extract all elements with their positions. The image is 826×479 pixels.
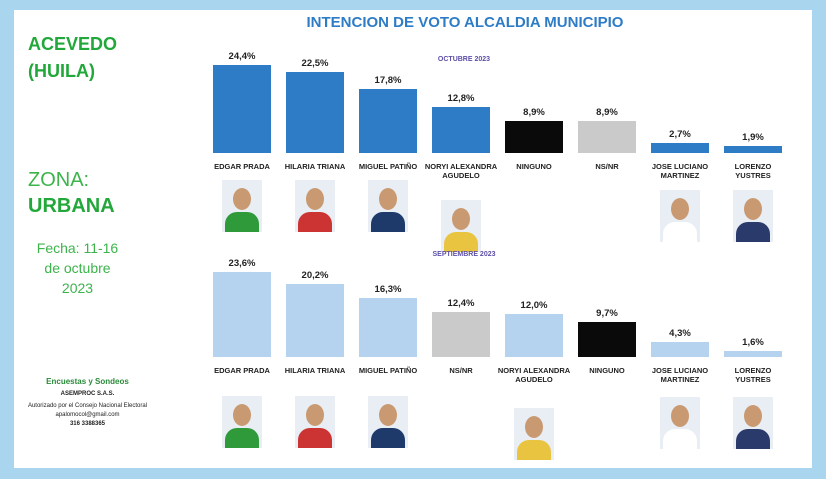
value-label: 8,9% xyxy=(499,107,569,118)
candidate-photo xyxy=(295,180,335,232)
bar xyxy=(359,298,417,357)
bar xyxy=(505,314,563,357)
value-label: 24,4% xyxy=(207,51,277,62)
bar xyxy=(286,284,344,357)
bar xyxy=(505,121,563,153)
bar xyxy=(213,65,271,153)
bar xyxy=(724,351,782,357)
bar xyxy=(213,272,271,357)
date: Fecha: 11-16 xyxy=(20,240,135,256)
chart-title: INTENCION DE VOTO ALCALDIA MUNICIPIO xyxy=(200,14,730,31)
value-label: 2,7% xyxy=(645,129,715,140)
value-label: 17,8% xyxy=(353,75,423,86)
date: 2023 xyxy=(20,280,135,296)
category-label: JOSE LUCIANO MARTINEZ xyxy=(643,162,717,180)
candidate-photo xyxy=(222,396,262,448)
value-label: 1,6% xyxy=(718,337,788,348)
category-label: JOSE LUCIANO MARTINEZ xyxy=(643,366,717,384)
zone: URBANA xyxy=(28,195,115,218)
value-label: 12,8% xyxy=(426,93,496,104)
candidate-photo xyxy=(514,408,554,460)
value-label: 8,9% xyxy=(572,107,642,118)
value-label: 23,6% xyxy=(207,258,277,269)
zone-label: ZONA: xyxy=(28,169,89,192)
bar xyxy=(651,143,709,153)
category-label: EDGAR PRADA xyxy=(205,162,279,171)
phone: 316 3388365 xyxy=(20,421,155,427)
candidate-photo xyxy=(368,180,408,232)
candidate-photo xyxy=(733,190,773,242)
category-label: NINGUNO xyxy=(497,162,571,171)
value-label: 22,5% xyxy=(280,58,350,69)
bar xyxy=(724,146,782,153)
place: ACEVEDO xyxy=(28,34,117,55)
category-label: HILARIA TRIANA xyxy=(278,162,352,171)
candidate-photo xyxy=(441,200,481,252)
bar xyxy=(286,72,344,153)
bar xyxy=(578,322,636,357)
value-label: 9,7% xyxy=(572,308,642,319)
candidate-photo xyxy=(295,396,335,448)
category-label: LORENZO YUSTRES xyxy=(716,162,790,180)
candidate-photo xyxy=(222,180,262,232)
category-label: NINGUNO xyxy=(570,366,644,375)
category-label: MIGUEL PATIÑO xyxy=(351,162,425,171)
value-label: 4,3% xyxy=(645,328,715,339)
bar xyxy=(432,312,490,357)
value-label: 12,4% xyxy=(426,298,496,309)
bar xyxy=(432,107,490,153)
category-label: MIGUEL PATIÑO xyxy=(351,366,425,375)
candidate-photo xyxy=(733,397,773,449)
category-label: EDGAR PRADA xyxy=(205,366,279,375)
value-label: 20,2% xyxy=(280,270,350,281)
candidate-photo xyxy=(368,396,408,448)
bar xyxy=(651,342,709,357)
bar xyxy=(578,121,636,153)
candidate-photo xyxy=(660,190,700,242)
chart-subtitle: SEPTIEMBRE 2023 xyxy=(394,251,534,258)
value-label: 1,9% xyxy=(718,132,788,143)
bar xyxy=(359,89,417,153)
value-label: 16,3% xyxy=(353,284,423,295)
company: ASEMPROC S.A.S. xyxy=(20,391,155,397)
authorization: Autorizado por el Consejo Nacional Elect… xyxy=(20,403,155,409)
category-label: HILARIA TRIANA xyxy=(278,366,352,375)
chart-subtitle: OCTUBRE 2023 xyxy=(394,56,534,63)
pollster: Encuestas y Sondeos xyxy=(20,377,155,386)
page: INTENCION DE VOTO ALCALDIA MUNICIPIO ACE… xyxy=(0,0,826,479)
email: apalomocol@gmail.com xyxy=(20,412,155,418)
place: (HUILA) xyxy=(28,61,95,82)
category-label: NS/NR xyxy=(570,162,644,171)
category-label: LORENZO YUSTRES xyxy=(716,366,790,384)
candidate-photo xyxy=(660,397,700,449)
date: de octubre xyxy=(20,260,135,276)
category-label: NORYI ALEXANDRA AGUDELO xyxy=(424,162,498,180)
category-label: NS/NR xyxy=(424,366,498,375)
category-label: NORYI ALEXANDRA AGUDELO xyxy=(497,366,571,384)
value-label: 12,0% xyxy=(499,300,569,311)
